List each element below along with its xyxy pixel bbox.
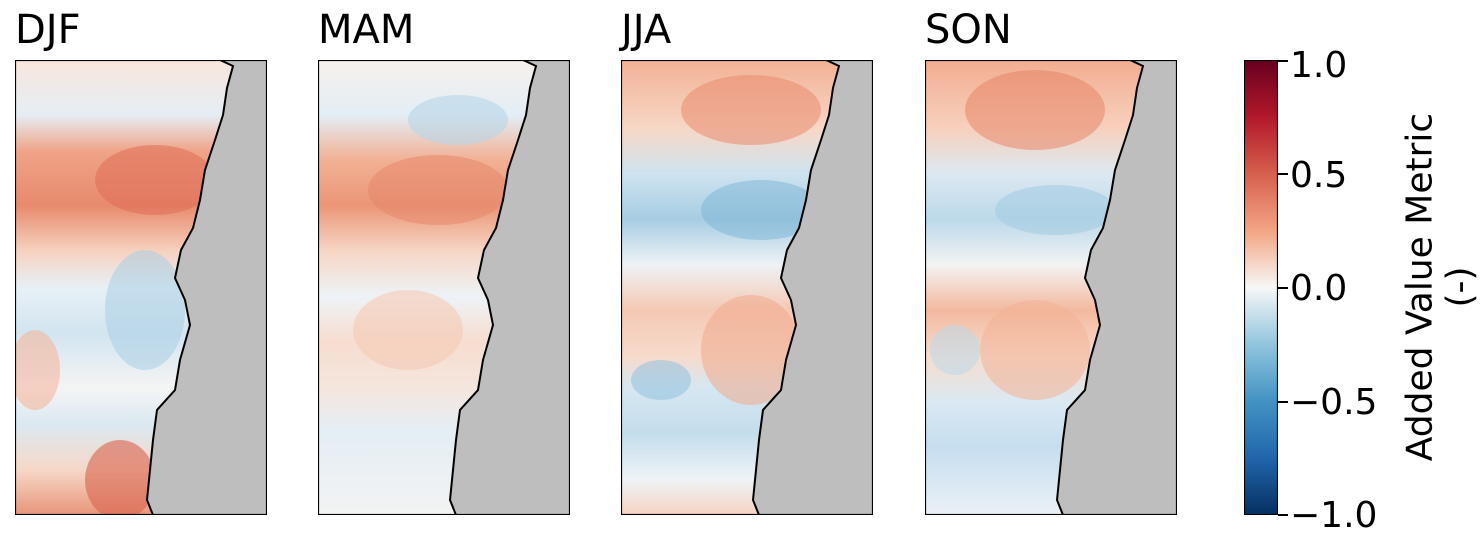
colorbar-tick-mark	[1278, 401, 1288, 403]
colorbar-tick-mark	[1278, 173, 1288, 175]
panel-title-mam: MAM	[318, 7, 415, 53]
colorbar-axis-label-line2: (-)	[1439, 266, 1480, 308]
map-panel-mam	[318, 60, 570, 515]
map-panel-jja	[621, 60, 873, 515]
colorbar-tick-mark	[1278, 287, 1288, 289]
colorbar-tick-mark	[1278, 60, 1288, 62]
panel-title-son: SON	[925, 7, 1012, 53]
colorbar-tick-label: 1.0	[1290, 45, 1348, 86]
panel-title-djf: DJF	[15, 7, 81, 53]
map-panel-djf	[15, 60, 267, 515]
colorbar-tick-label: −1.0	[1290, 495, 1378, 536]
colorbar-tick-label: 0.5	[1290, 155, 1348, 196]
colorbar-axis-label-line1: Added Value Metric	[1399, 112, 1441, 462]
colorbar-axis-label: Added Value Metric (-)	[1399, 112, 1480, 462]
colorbar-tick-mark	[1278, 514, 1288, 516]
colorbar-tick-label: 0.0	[1290, 268, 1348, 309]
panel-title-jja: JJA	[621, 7, 672, 53]
colorbar-tick-label: −0.5	[1290, 382, 1378, 423]
colorbar	[1243, 59, 1279, 516]
map-panel-son	[925, 60, 1177, 515]
